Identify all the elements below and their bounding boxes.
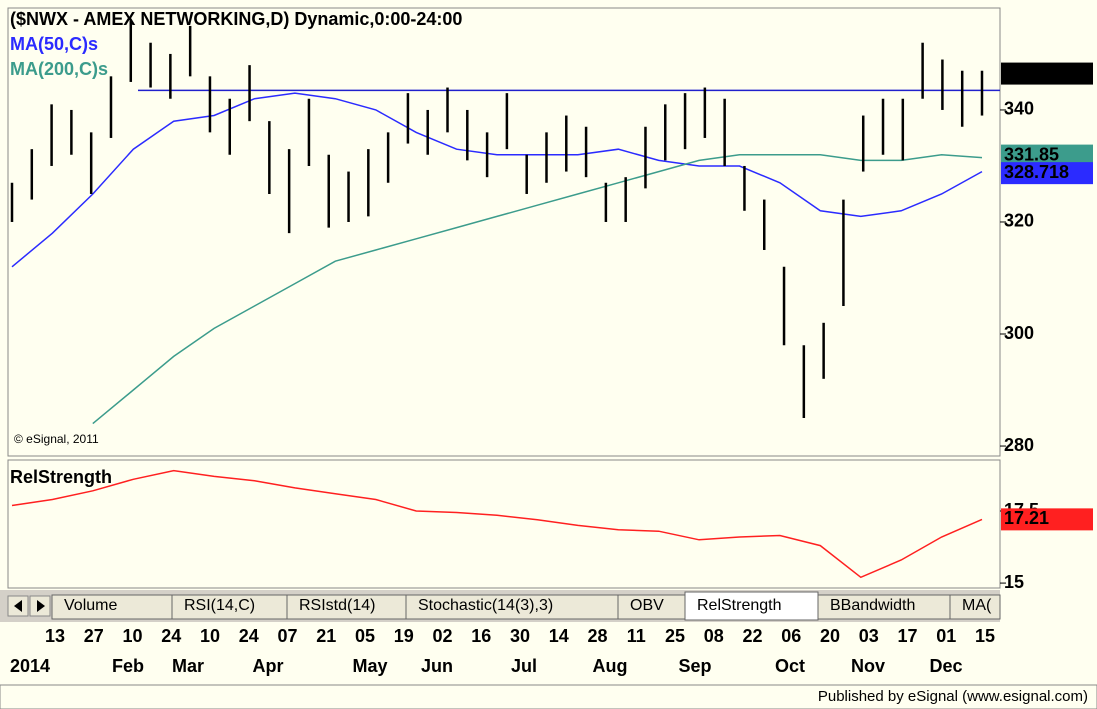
month-label: Oct bbox=[775, 656, 805, 676]
x-tick-label: 21 bbox=[316, 626, 336, 646]
y-tick-label: 15 bbox=[1004, 572, 1024, 592]
rel-line bbox=[11, 469, 983, 579]
month-label: Feb bbox=[112, 656, 144, 676]
last-value-box bbox=[1001, 162, 1093, 185]
y-tick-label: 300 bbox=[1004, 323, 1034, 343]
month-label: Aug bbox=[593, 656, 628, 676]
x-tick-label: 28 bbox=[587, 626, 607, 646]
month-label: Jun bbox=[421, 656, 453, 676]
price-panel bbox=[7, 7, 1001, 457]
rel-title: RelStrength bbox=[10, 467, 112, 487]
tab-label: RSIstd(14) bbox=[299, 597, 375, 614]
tab-label: RSI(14,C) bbox=[184, 597, 255, 614]
tab-label: MA( bbox=[962, 597, 992, 614]
month-label: Dec bbox=[929, 656, 962, 676]
x-tick-label: 10 bbox=[200, 626, 220, 646]
x-tick-label: 22 bbox=[742, 626, 762, 646]
arrow-right bbox=[37, 600, 45, 612]
watermark: © eSignal, 2011 bbox=[14, 432, 99, 446]
tab-label: RelStrength bbox=[697, 597, 782, 614]
last-value-box bbox=[1001, 62, 1093, 85]
tab-label: BBandwidth bbox=[830, 597, 915, 614]
x-tick-label: 02 bbox=[432, 626, 452, 646]
x-tick-label: 14 bbox=[549, 626, 569, 646]
month-label: Apr bbox=[253, 656, 284, 676]
footer-bar bbox=[0, 684, 1097, 709]
x-tick-label: 13 bbox=[45, 626, 65, 646]
ma-line bbox=[11, 92, 983, 268]
last-value-label: 17.21 bbox=[1004, 508, 1049, 528]
x-tick-label: 15 bbox=[975, 626, 995, 646]
x-tick-label: 19 bbox=[394, 626, 414, 646]
x-tick-label: 06 bbox=[781, 626, 801, 646]
legend-ma200: MA(200,C)s bbox=[10, 59, 108, 79]
tab-label: OBV bbox=[630, 597, 664, 614]
y-tick-label: 280 bbox=[1004, 435, 1034, 455]
tab-label: Stochastic(14(3),3) bbox=[418, 597, 553, 614]
x-tick-label: 16 bbox=[471, 626, 491, 646]
rel-panel bbox=[7, 459, 1001, 589]
last-value-label: 331.85 bbox=[1004, 144, 1059, 164]
y-tick-label: 320 bbox=[1004, 211, 1034, 231]
month-label: Nov bbox=[851, 656, 885, 676]
y-tick-label: 340 bbox=[1004, 99, 1034, 119]
legend-ma50: MA(50,C)s bbox=[10, 34, 98, 54]
x-tick-label: 08 bbox=[704, 626, 724, 646]
x-tick-label: 01 bbox=[936, 626, 956, 646]
month-label: 2014 bbox=[10, 656, 50, 676]
x-tick-label: 10 bbox=[122, 626, 142, 646]
ma-line bbox=[92, 154, 983, 425]
chart-title: ($NWX - AMEX NETWORKING,D) Dynamic,0:00-… bbox=[10, 9, 462, 29]
last-value-box bbox=[1001, 508, 1093, 531]
month-label: May bbox=[352, 656, 387, 676]
x-tick-label: 20 bbox=[820, 626, 840, 646]
x-tick-label: 17 bbox=[897, 626, 917, 646]
x-tick-label: 07 bbox=[277, 626, 297, 646]
x-tick-label: 05 bbox=[355, 626, 375, 646]
footer: Published by eSignal (www.esignal.com) bbox=[818, 688, 1088, 705]
month-label: Mar bbox=[172, 656, 204, 676]
x-tick-label: 24 bbox=[161, 626, 181, 646]
month-label: Jul bbox=[511, 656, 537, 676]
x-tick-label: 03 bbox=[859, 626, 879, 646]
tab[interactable] bbox=[684, 591, 819, 621]
last-value-label: 328.718 bbox=[1004, 162, 1069, 182]
tab[interactable] bbox=[949, 594, 1001, 620]
tab-label: Volume bbox=[64, 597, 117, 614]
x-tick-label: 25 bbox=[665, 626, 685, 646]
arrow-left bbox=[14, 600, 22, 612]
last-value-label: 346.492 bbox=[1004, 62, 1069, 82]
x-tick-label: 27 bbox=[84, 626, 104, 646]
last-value-box bbox=[1001, 144, 1093, 167]
tab[interactable] bbox=[817, 594, 951, 620]
x-tick-label: 11 bbox=[627, 626, 646, 646]
month-label: Sep bbox=[678, 656, 711, 676]
x-tick-label: 30 bbox=[510, 626, 530, 646]
date-axis bbox=[0, 622, 1000, 685]
x-tick-label: 24 bbox=[239, 626, 259, 646]
